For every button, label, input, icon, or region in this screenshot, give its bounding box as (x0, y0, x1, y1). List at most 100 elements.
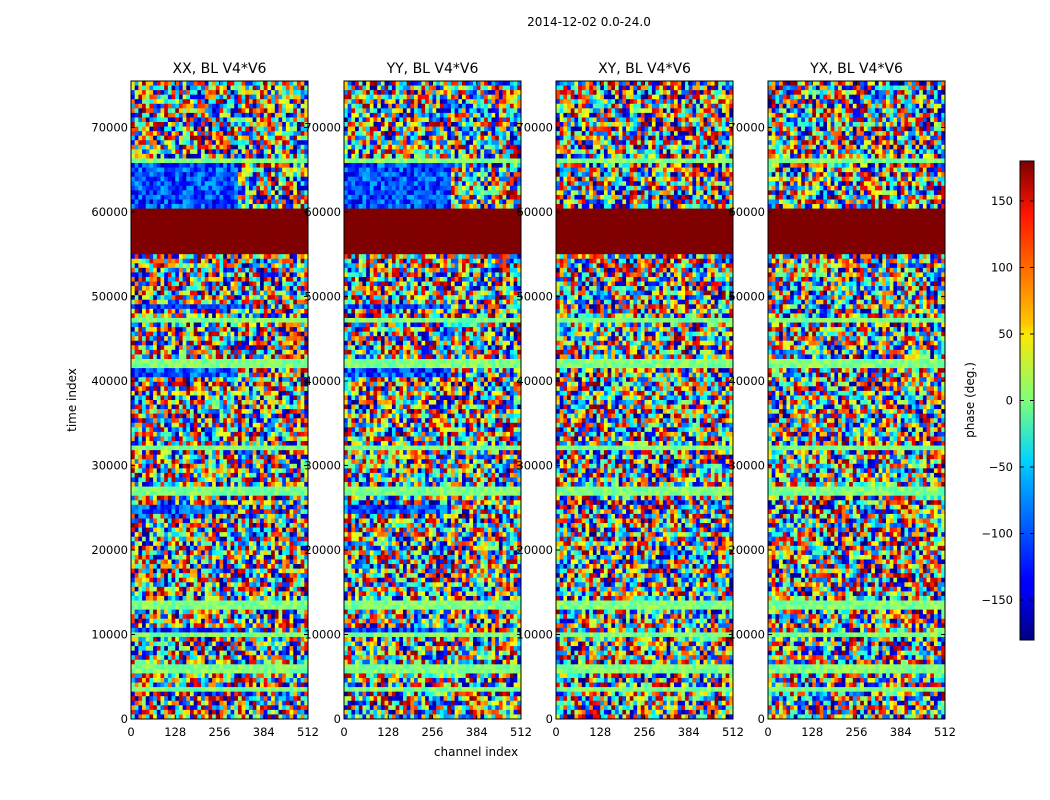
heatmap-cell (271, 104, 275, 109)
heatmap-cell (297, 204, 301, 209)
heatmap-cell (282, 172, 286, 177)
heatmap-cell (231, 136, 235, 141)
heatmap-cell (267, 304, 271, 309)
heatmap-cell (205, 95, 209, 100)
heatmap-cell (138, 282, 142, 287)
heatmap-cell (231, 140, 235, 145)
heatmap-cell (190, 259, 194, 264)
heatmap-cell (245, 446, 249, 451)
heatmap-cell (271, 108, 275, 113)
heatmap-cell (183, 364, 187, 369)
heatmap-cell (220, 491, 224, 496)
heatmap-cell (256, 400, 260, 405)
heatmap-cell (216, 345, 220, 350)
heatmap-cell (220, 81, 224, 86)
heatmap-cell (293, 195, 297, 200)
heatmap-cell (149, 250, 153, 255)
heatmap-cell (286, 391, 290, 396)
heatmap-cell (157, 391, 161, 396)
heatmap-cell (223, 382, 227, 387)
heatmap-cell (161, 99, 165, 104)
heatmap-cell (175, 259, 179, 264)
heatmap-cell (234, 163, 238, 168)
heatmap-cell (223, 186, 227, 191)
heatmap-cell (179, 400, 183, 405)
heatmap-cell (238, 482, 242, 487)
heatmap-cell (142, 450, 146, 455)
heatmap-cell (256, 108, 260, 113)
heatmap-cell (186, 318, 190, 323)
heatmap-cell (194, 227, 198, 232)
heatmap-cell (164, 199, 168, 204)
heatmap-cell (201, 158, 205, 163)
heatmap-cell (279, 181, 283, 186)
heatmap-cell (275, 291, 279, 296)
heatmap-cell (197, 354, 201, 359)
heatmap-cell (157, 382, 161, 387)
heatmap-cell (249, 250, 253, 255)
heatmap-cell (242, 473, 246, 478)
heatmap-cell (146, 455, 150, 460)
heatmap-cell (290, 190, 294, 195)
heatmap-cell (212, 546, 216, 551)
heatmap-cell (201, 336, 205, 341)
heatmap-cell (256, 473, 260, 478)
heatmap-cell (286, 286, 290, 291)
heatmap-cell (197, 532, 201, 537)
heatmap-cell (279, 345, 283, 350)
heatmap-cell (253, 532, 257, 537)
heatmap-cell (212, 441, 216, 446)
heatmap-cell (249, 368, 253, 373)
heatmap-cell (208, 291, 212, 296)
heatmap-cell (267, 227, 271, 232)
heatmap-cell (227, 345, 231, 350)
heatmap-cell (267, 90, 271, 95)
heatmap-cell (245, 81, 249, 86)
heatmap-cell (301, 341, 305, 346)
heatmap-cell (267, 195, 271, 200)
heatmap-cell (282, 218, 286, 223)
heatmap-cell (282, 204, 286, 209)
heatmap-cell (260, 199, 264, 204)
heatmap-cell (286, 81, 290, 86)
heatmap-cell (234, 550, 238, 555)
heatmap-cell (297, 354, 301, 359)
heatmap-cell (168, 550, 172, 555)
heatmap-cell (161, 172, 165, 177)
heatmap-cell (234, 245, 238, 250)
heatmap-cell (256, 482, 260, 487)
heatmap-cell (157, 282, 161, 287)
heatmap-cell (282, 168, 286, 173)
heatmap-cell (138, 177, 142, 182)
heatmap-cell (168, 309, 172, 314)
heatmap-cell (175, 99, 179, 104)
heatmap-cell (146, 377, 150, 382)
heatmap-cell (164, 382, 168, 387)
heatmap-cell (279, 172, 283, 177)
heatmap-cell (216, 204, 220, 209)
heatmap-cell (157, 140, 161, 145)
heatmap-cell (138, 181, 142, 186)
heatmap-cell (216, 423, 220, 428)
heatmap-cell (183, 254, 187, 259)
heatmap-cell (135, 377, 139, 382)
heatmap-cell (282, 250, 286, 255)
heatmap-cell (267, 432, 271, 437)
heatmap-cell (227, 313, 231, 318)
heatmap-cell (138, 327, 142, 332)
heatmap-cell (279, 90, 283, 95)
heatmap-cell (190, 541, 194, 546)
heatmap-cell (212, 509, 216, 514)
heatmap-cell (290, 136, 294, 141)
heatmap-cell (256, 195, 260, 200)
heatmap-cell (197, 546, 201, 551)
heatmap-cell (238, 323, 242, 328)
heatmap-cell (290, 528, 294, 533)
heatmap-cell (271, 195, 275, 200)
heatmap-cell (131, 336, 135, 341)
heatmap-cell (212, 190, 216, 195)
heatmap-cell (253, 455, 257, 460)
heatmap-cell (297, 277, 301, 282)
heatmap-cell (220, 446, 224, 451)
heatmap-cell (245, 291, 249, 296)
